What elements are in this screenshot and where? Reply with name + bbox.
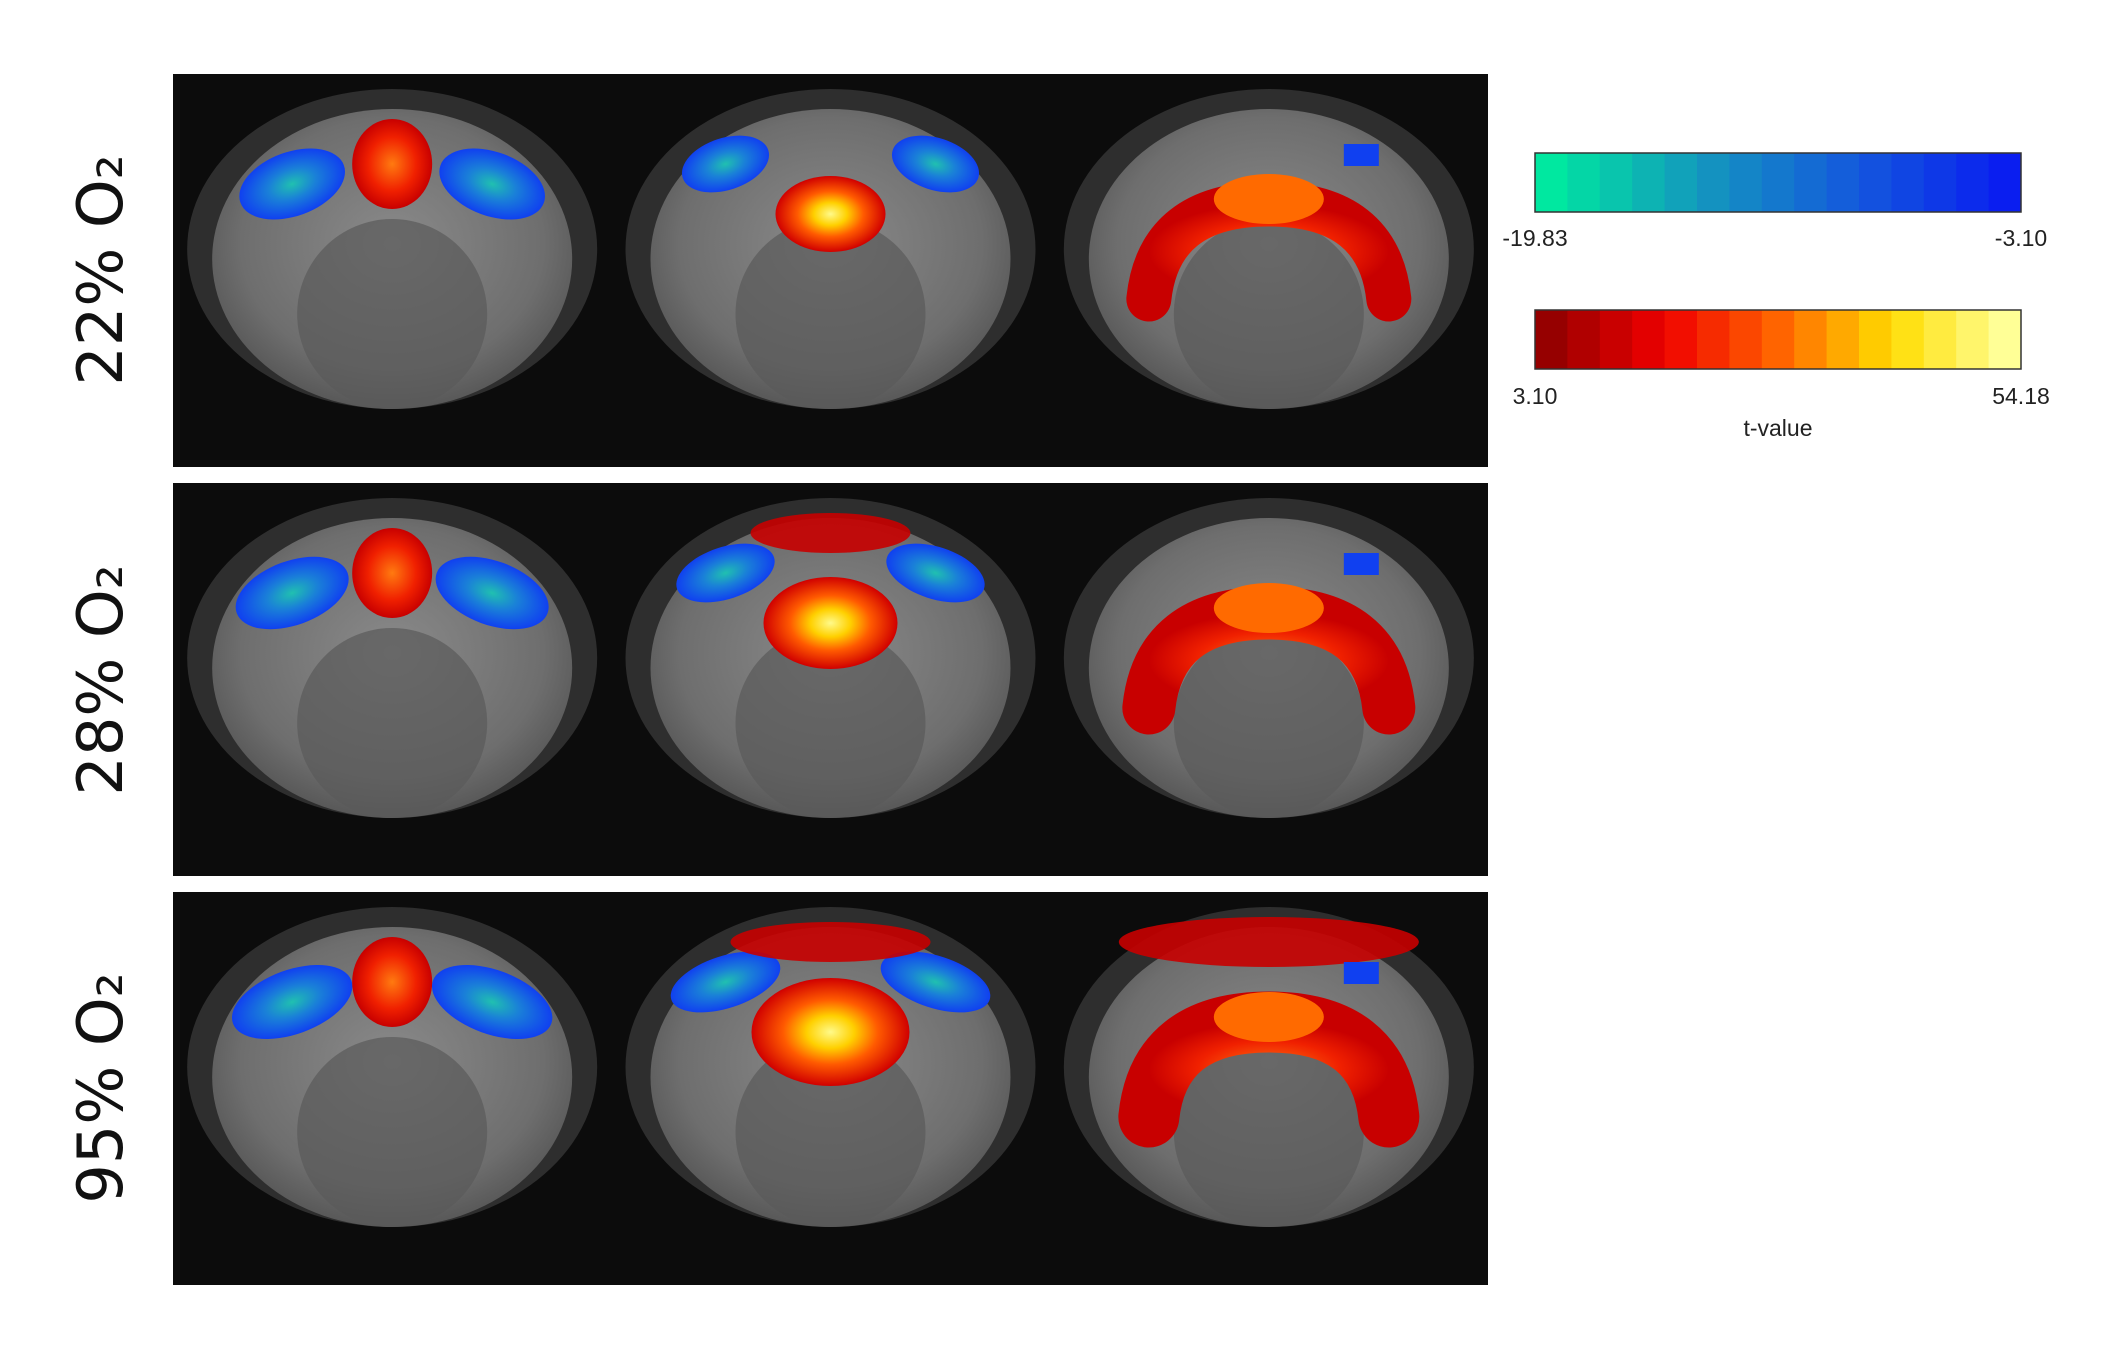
colorbar-min: 3.10 [1513,383,1558,409]
colorbar-step [1535,153,1568,212]
colorbar-step [1729,153,1763,212]
cold-blob [239,148,345,220]
image-panel [173,892,1488,1285]
image-panel [173,74,1488,467]
colorbar-step [1923,310,1957,369]
colorbar [1534,309,2022,370]
colorbar-step [1632,153,1666,212]
colorbar-step [1826,310,1860,369]
colorbar-step [1599,310,1633,369]
brain-inner [297,1037,488,1227]
colorbar-step [1567,310,1601,369]
cold-blob [891,135,980,193]
cold-blob [670,951,781,1013]
cold-blob [886,543,985,603]
brain-inner [1173,219,1364,409]
cold-blob [431,965,553,1039]
colorbar-step [1794,310,1828,369]
brain-inner [297,628,488,818]
colorbar-max: 54.18 [1992,383,2050,409]
colorbar-step [1923,153,1957,212]
colorbar-step [1761,153,1795,212]
cold-blob [676,543,775,603]
hot-blob [751,978,910,1086]
brain-inner [1173,628,1364,818]
colorbar-step [1697,153,1730,212]
cold-blob [880,951,991,1013]
brain-inner [1173,1037,1364,1227]
colorbar-step [1826,153,1860,212]
cold-blob [439,148,545,220]
hot-blob [750,513,911,553]
brain-inner [735,628,926,818]
colorbar-step [1956,310,1990,369]
hot-blob [775,176,886,252]
colorbar-step [1697,310,1730,369]
colorbar-step [1599,153,1633,212]
brain-inner [735,1037,926,1227]
hot-blob [1118,917,1419,967]
hot-blob [730,922,931,962]
colorbar-frame [1534,309,2022,370]
hot-blob [1213,992,1324,1042]
row-label: 95% O₂ [64,972,137,1203]
colorbar-step [1859,153,1892,212]
row-label: 22% O₂ [64,154,137,385]
colorbar-step [1891,310,1925,369]
colorbar-step [1988,310,2022,369]
colorbar-step [1567,153,1601,212]
row-label: 28% O₂ [64,564,137,795]
colorbar-min: -19.83 [1502,225,1567,251]
brain-inner [735,219,926,409]
colorbar-frame [1534,152,2022,213]
colorbar-step [1859,310,1892,369]
colorbar-step [1535,310,1568,369]
cold-blob [681,135,770,193]
colorbar-step [1729,310,1763,369]
colorbar-max: -3.10 [1995,225,2047,251]
hot-blob [352,528,433,618]
hot-blob [352,119,433,209]
colorbar-step [1794,153,1828,212]
colorbar-step [1891,153,1925,212]
cold-blob [1343,144,1379,166]
cold-blob [1343,553,1379,575]
cold-blob [435,556,549,630]
cold-blob [235,556,349,630]
colorbar-step [1761,310,1795,369]
colorbar-step [1664,153,1698,212]
hot-blob [763,577,898,669]
colorbar-step [1956,153,1990,212]
cold-blob [1343,962,1379,984]
colorbar [1534,152,2022,213]
colorbar-title: t-value [1743,415,1812,441]
brain-inner [297,219,488,409]
colorbar-step [1988,153,2022,212]
colorbar-step [1632,310,1666,369]
hot-blob [1213,583,1324,633]
hot-blob [352,937,433,1027]
colorbar-step [1664,310,1698,369]
cold-blob [231,965,353,1039]
image-panel [173,483,1488,876]
hot-blob [1213,174,1324,224]
